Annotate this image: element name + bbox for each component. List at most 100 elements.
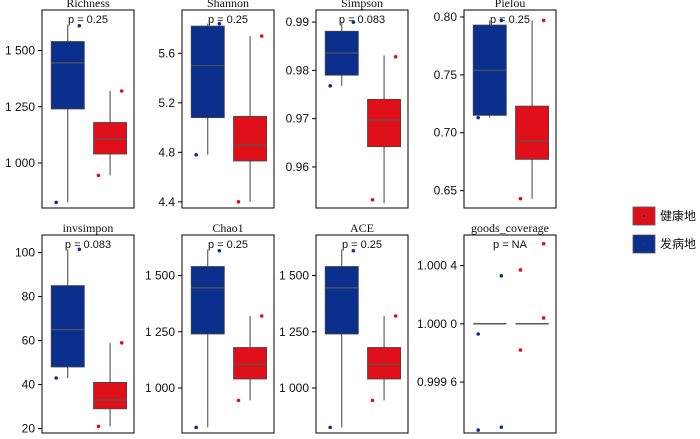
panel-title: Simpson bbox=[341, 0, 383, 10]
y-tick-label: 0.999 6 bbox=[417, 375, 457, 389]
panel-title: Pielou bbox=[495, 0, 526, 10]
y-tick-label: 5.6 bbox=[158, 46, 175, 60]
box-healthy bbox=[233, 34, 268, 204]
legend-label: 发病地 bbox=[660, 236, 696, 251]
p-value-label: p = NA bbox=[493, 239, 528, 251]
data-point bbox=[351, 20, 356, 24]
panel-frame bbox=[315, 9, 409, 209]
data-point bbox=[370, 197, 375, 202]
data-point bbox=[77, 247, 82, 252]
y-tick-label: 1 500 bbox=[145, 269, 175, 283]
data-point bbox=[499, 425, 504, 429]
panel-title: Chao1 bbox=[212, 221, 243, 235]
data-point bbox=[259, 34, 264, 38]
panel-2: Shannon 4.4 4.8 5.2 5.6 p = 0.25 bbox=[158, 0, 275, 209]
box-body bbox=[93, 122, 128, 155]
box-diseased bbox=[190, 248, 225, 430]
box-body bbox=[367, 347, 402, 380]
y-tick-label: 1 250 bbox=[279, 325, 309, 339]
box-diseased bbox=[324, 248, 359, 430]
p-value-label: p = 0.25 bbox=[208, 239, 248, 251]
y-tick-label: 4.8 bbox=[158, 145, 175, 159]
p-value-label: p = 0.25 bbox=[208, 14, 248, 26]
panel-3: Simpson 0.96 0.97 0.98 0.99 p = 0.083 bbox=[286, 0, 409, 209]
y-tick-label: 0.98 bbox=[286, 63, 310, 77]
y-tick-label: 0.80 bbox=[434, 10, 458, 24]
y-tick-label: 60 bbox=[22, 334, 36, 348]
y-tick-label: 0.99 bbox=[286, 15, 310, 29]
data-point bbox=[77, 23, 82, 28]
data-point bbox=[328, 84, 332, 88]
legend-label: 健康地 bbox=[660, 208, 696, 223]
y-tick-label: 1 000 bbox=[145, 381, 175, 395]
p-value-label: p = 0.083 bbox=[65, 239, 111, 251]
y-tick-label: 1.000 0 bbox=[417, 317, 457, 331]
box-body bbox=[324, 266, 359, 335]
panel-6: Chao1 1 000 1 250 1 500 p = 0.25 bbox=[145, 221, 275, 434]
legend-key-dot bbox=[642, 214, 646, 218]
y-tick-label: 1 500 bbox=[5, 44, 35, 58]
box-body bbox=[190, 266, 225, 335]
data-point bbox=[541, 241, 546, 246]
box-diseased bbox=[473, 273, 507, 432]
data-point bbox=[370, 398, 375, 403]
data-point bbox=[393, 55, 398, 59]
panel-frame bbox=[463, 234, 557, 434]
data-point bbox=[217, 21, 222, 26]
data-point bbox=[499, 18, 504, 23]
box-healthy bbox=[515, 241, 549, 352]
y-tick-label: 0.97 bbox=[286, 112, 310, 126]
y-tick-label: 40 bbox=[22, 378, 36, 392]
box-healthy bbox=[515, 18, 550, 201]
panel-title: Richness bbox=[66, 0, 110, 10]
y-tick-label: 100 bbox=[15, 246, 35, 260]
panel-frame bbox=[41, 9, 135, 209]
panel-5: invsimpon 20 40 60 80 100 p = 0.083 bbox=[15, 221, 135, 436]
panel-frame bbox=[181, 9, 275, 209]
panel-frame bbox=[463, 9, 557, 209]
box-diseased bbox=[324, 20, 359, 88]
panel-title: Shannon bbox=[207, 0, 249, 10]
box-body bbox=[233, 116, 268, 162]
data-point bbox=[96, 424, 101, 429]
data-point bbox=[194, 152, 198, 157]
box-body bbox=[190, 25, 225, 119]
box-diseased bbox=[50, 23, 85, 205]
panel-7: ACE 1 000 1 250 1 500 p = 0.25 bbox=[279, 221, 409, 434]
box-body bbox=[515, 105, 550, 160]
y-tick-label: 80 bbox=[22, 290, 36, 304]
data-point bbox=[217, 248, 222, 253]
panel-frame bbox=[41, 234, 135, 434]
y-tick-label: 1 000 bbox=[5, 156, 35, 170]
y-tick-label: 20 bbox=[22, 422, 36, 436]
data-point bbox=[351, 248, 356, 253]
p-value-label: p = 0.25 bbox=[490, 14, 530, 26]
y-tick-label: 1 000 bbox=[279, 381, 309, 395]
y-tick-label: 0.70 bbox=[434, 126, 458, 140]
box-body bbox=[367, 98, 402, 148]
box-healthy bbox=[233, 314, 268, 403]
data-point bbox=[499, 273, 504, 278]
box-body bbox=[93, 381, 128, 410]
data-point bbox=[541, 316, 546, 320]
panel-1: Richness 1 000 1 250 1 500 p = 0.25 bbox=[5, 0, 135, 209]
data-point bbox=[236, 200, 241, 204]
box-diseased bbox=[50, 247, 85, 380]
data-point bbox=[476, 332, 480, 336]
data-point bbox=[96, 173, 101, 178]
panel-frame bbox=[315, 234, 409, 434]
data-point bbox=[476, 115, 480, 120]
data-point bbox=[518, 348, 523, 352]
box-healthy bbox=[367, 314, 402, 403]
data-point bbox=[54, 200, 58, 205]
data-point bbox=[119, 341, 124, 345]
box-diseased bbox=[472, 18, 507, 120]
y-tick-label: 0.75 bbox=[434, 68, 458, 82]
data-point bbox=[259, 314, 264, 318]
panel-title: invsimpon bbox=[63, 221, 114, 235]
y-tick-label: 4.4 bbox=[158, 195, 175, 209]
p-value-label: p = 0.083 bbox=[339, 14, 385, 26]
p-value-label: p = 0.25 bbox=[342, 239, 382, 251]
